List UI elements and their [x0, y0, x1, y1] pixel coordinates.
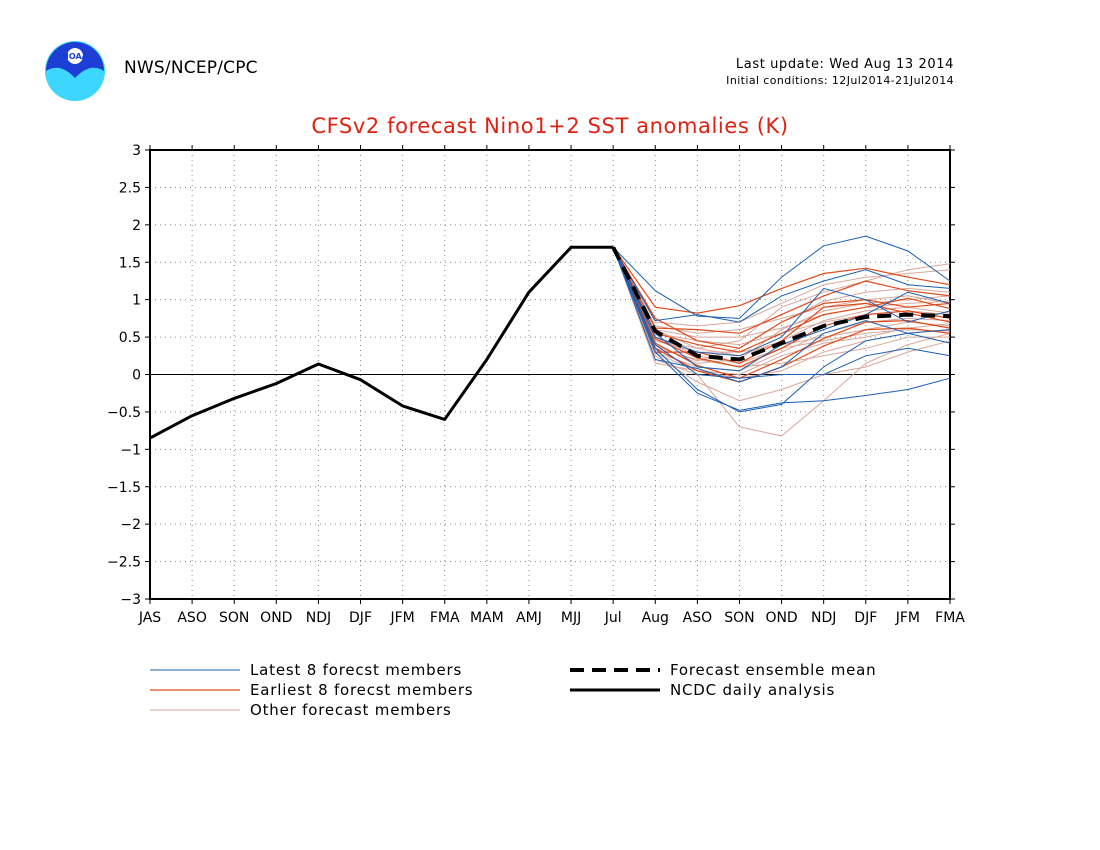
- y-tick-label: 2: [132, 218, 141, 234]
- x-tick-label: MAM: [470, 610, 504, 626]
- x-tick-label: SON: [724, 610, 754, 626]
- latest-member-line: [612, 247, 951, 411]
- analysis-line: [149, 245, 614, 440]
- legend-label-analysis: NCDC daily analysis: [670, 681, 835, 699]
- x-tick-label: SON: [219, 610, 249, 626]
- x-tick-label: Jul: [604, 610, 622, 626]
- legend-label-other: Other forecast members: [250, 701, 452, 719]
- x-tick-label: OND: [765, 610, 797, 626]
- x-tick-label: DJF: [349, 610, 372, 626]
- x-tick-label: ASO: [177, 610, 206, 626]
- latest-member-line: [612, 247, 951, 323]
- svg-text:NOAA: NOAA: [62, 52, 88, 61]
- x-tick-label: MJJ: [561, 610, 581, 626]
- x-tick-label: NDJ: [306, 610, 331, 626]
- other-member-line: [612, 247, 951, 349]
- y-tick-label: 2.5: [119, 180, 141, 196]
- chart-legend: Latest 8 forecst members Earliest 8 forec…: [150, 661, 876, 719]
- earliest-member-line: [612, 247, 951, 334]
- x-tick-label: DJF: [854, 610, 877, 626]
- latest-member-line: [612, 247, 951, 383]
- y-tick-label: −3: [120, 592, 141, 608]
- y-tick-label: −2.5: [107, 555, 141, 571]
- earliest-member-line: [612, 247, 951, 353]
- x-tick-label: NDJ: [811, 610, 836, 626]
- noaa-logo: NOAA: [45, 41, 105, 101]
- earliest-member-line: [612, 246, 951, 314]
- earliest-member-line: [612, 247, 951, 364]
- y-tick-label: −0.5: [107, 405, 141, 421]
- latest-member-line: [612, 235, 951, 319]
- x-tick-label: AMJ: [516, 610, 542, 626]
- legend-label-latest: Latest 8 forecst members: [250, 661, 462, 679]
- last-update: Last update: Wed Aug 13 2014: [735, 57, 954, 72]
- legend-label-mean: Forecast ensemble mean: [670, 661, 876, 679]
- other-member-line: [612, 247, 951, 376]
- y-tick-label: 1: [132, 293, 141, 309]
- latest-member-line: [612, 247, 951, 379]
- chart-title: CFSv2 forecast Nino1+2 SST anomalies (K): [311, 114, 789, 138]
- y-tick-label: −2: [120, 517, 141, 533]
- y-tick-label: 1.5: [119, 255, 141, 271]
- other-member-line: [612, 247, 951, 372]
- other-member-line: [612, 247, 951, 402]
- y-tick-label: 0.5: [119, 330, 141, 346]
- x-tick-label: JAS: [138, 610, 161, 626]
- x-tick-label: JFM: [389, 610, 414, 626]
- initial-conditions: Initial conditions: 12Jul2014-21Jul2014: [726, 74, 954, 87]
- chart-series: [149, 235, 951, 440]
- chart-axes: −3 −2.5 −2 −1.5 −1 −0.5 0 0.5 1 1.5 2 2.5 3 JAS ASO SON…: [107, 143, 965, 626]
- legend-label-earliest: Earliest 8 forecst members: [250, 681, 473, 699]
- y-tick-label: 3: [132, 143, 141, 159]
- x-tick-label: JFM: [895, 610, 920, 626]
- earliest-member-line: [612, 246, 951, 349]
- ensemble-mean-line: [611, 246, 951, 362]
- other-member-line: [612, 247, 951, 379]
- earliest-member-line: [612, 247, 951, 379]
- x-tick-label: FMA: [935, 610, 965, 626]
- latest-member-line: [612, 247, 951, 357]
- x-tick-label: FMA: [430, 610, 460, 626]
- y-tick-label: −1.5: [107, 480, 141, 496]
- org-label: NWS/NCEP/CPC: [124, 58, 258, 78]
- x-tick-label: OND: [260, 610, 292, 626]
- y-tick-label: −1: [120, 442, 141, 458]
- chart-grid: [150, 150, 950, 599]
- x-tick-label: Aug: [642, 610, 669, 626]
- x-tick-label: ASO: [683, 610, 712, 626]
- y-tick-label: 0: [132, 368, 141, 384]
